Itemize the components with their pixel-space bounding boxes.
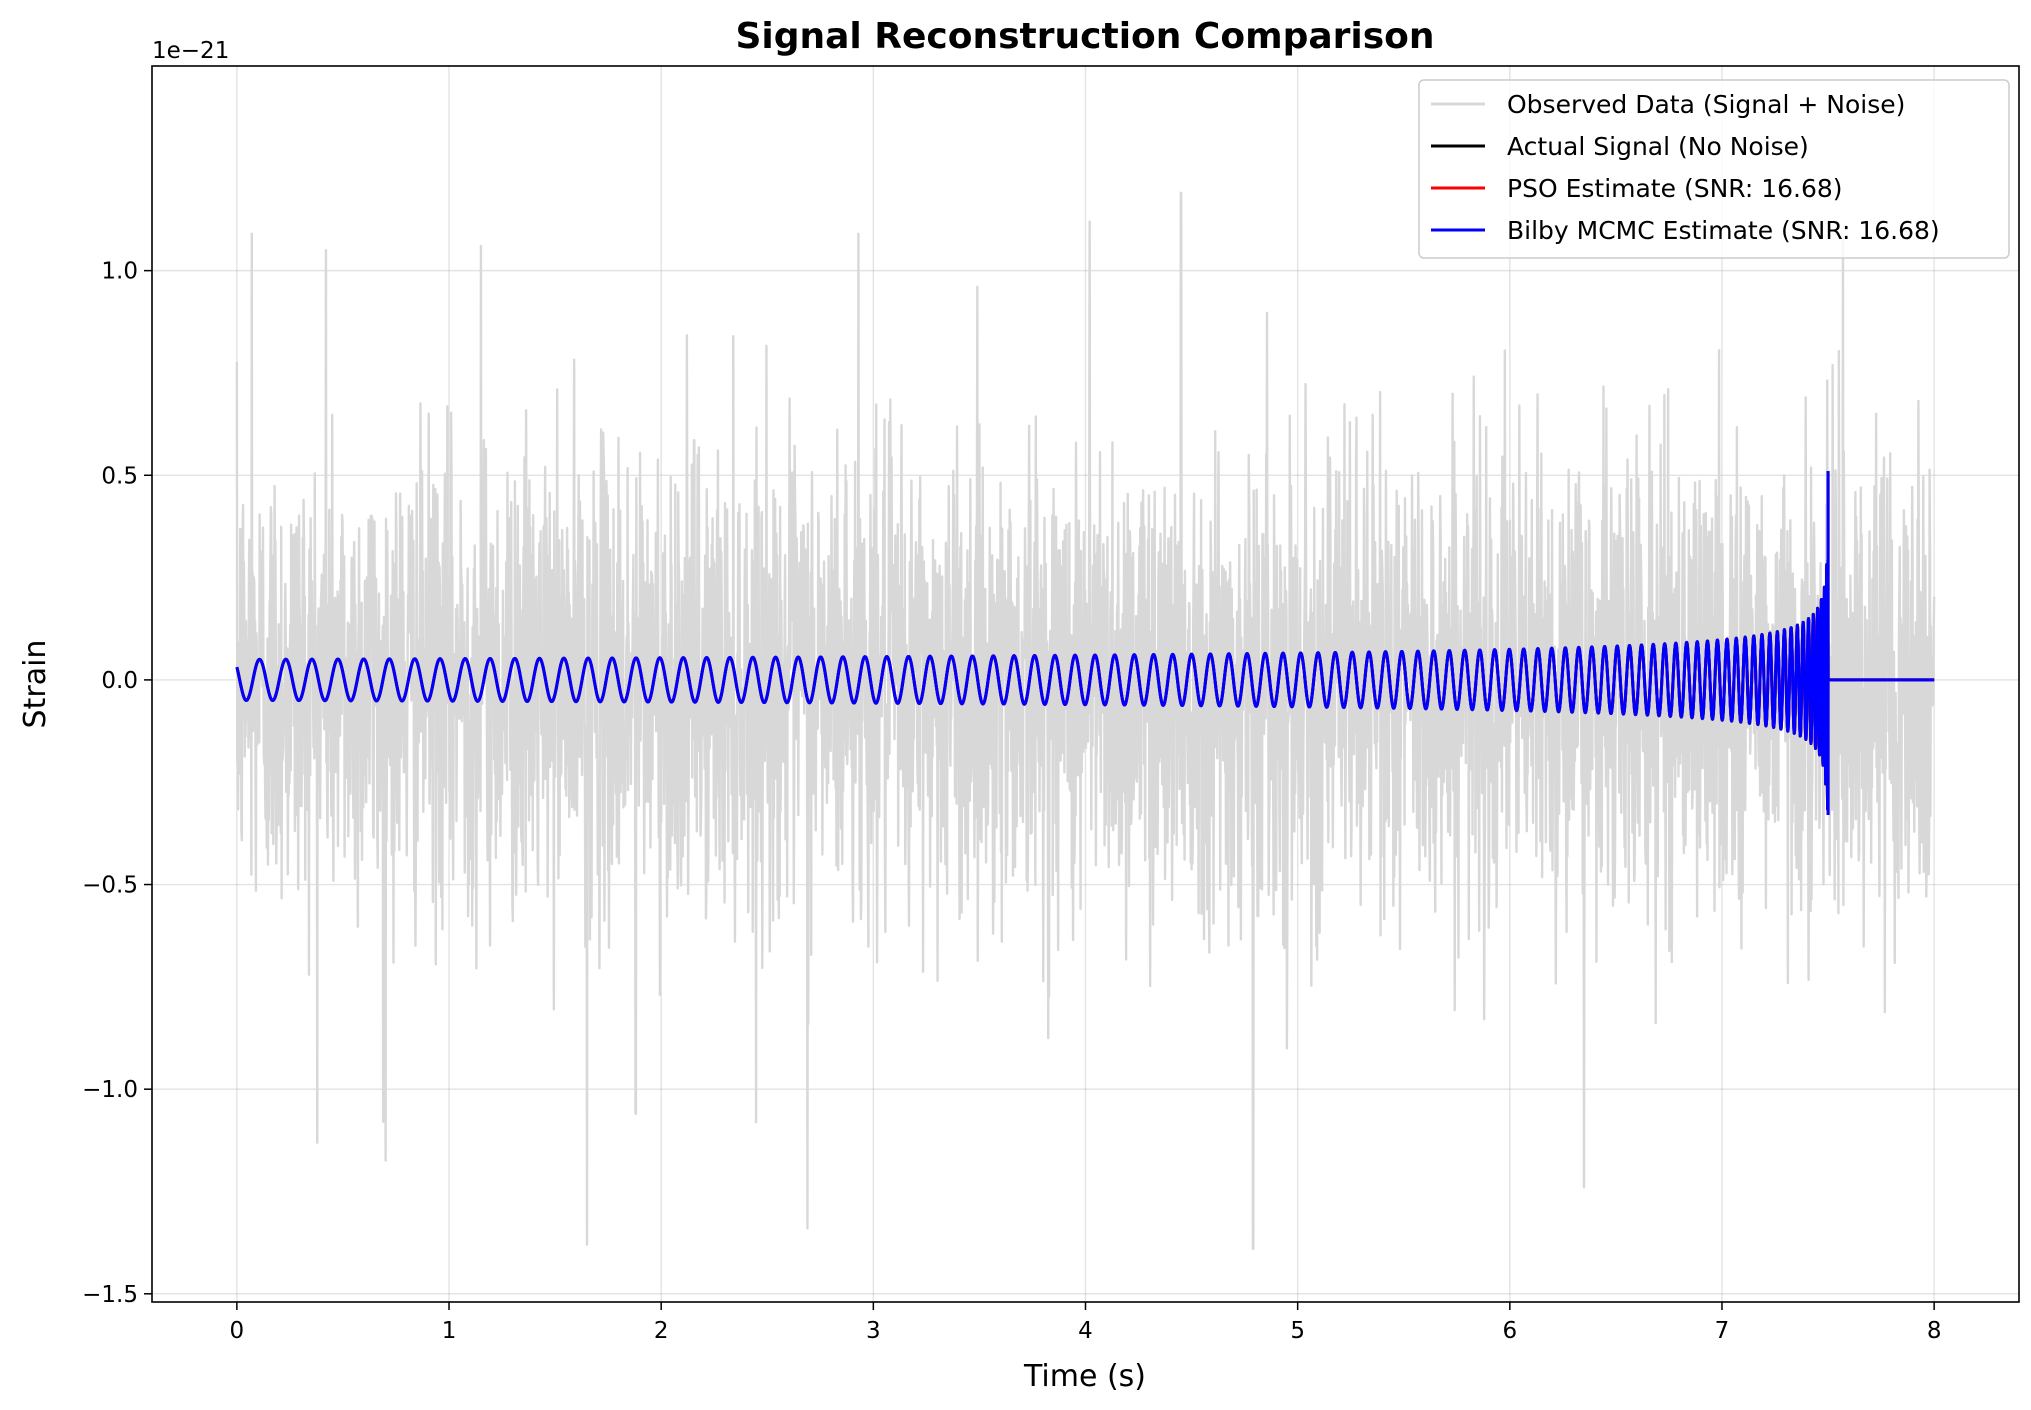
- legend-entries: Observed Data (Signal + Noise) Actual Sig…: [1431, 90, 1940, 245]
- legend-label-2: Actual Signal (No Noise): [1507, 132, 1809, 161]
- legend-label-4: Bilby MCMC Estimate (SNR: 16.68): [1507, 216, 1940, 245]
- x-tick-label: 1: [442, 1318, 457, 1344]
- y-offset-label: 1e−21: [152, 38, 229, 64]
- y-tick-label: −1.5: [82, 1282, 138, 1308]
- grid: [152, 66, 2019, 1302]
- y-tick-label: 0.0: [101, 668, 138, 694]
- y-tick-label: 0.5: [101, 463, 138, 489]
- x-axis: 0 1 2 3 4 5 6 7 8: [230, 1302, 1942, 1344]
- plot-area: [235, 191, 1936, 1250]
- y-axis-label: Strain: [18, 640, 53, 729]
- x-tick-label: 2: [654, 1318, 669, 1344]
- x-tick-label: 7: [1715, 1318, 1730, 1344]
- series-layer: [235, 191, 1936, 1250]
- x-tick-label: 4: [1078, 1318, 1093, 1344]
- chart-title: Signal Reconstruction Comparison: [735, 16, 1434, 57]
- x-tick-label: 6: [1502, 1318, 1517, 1344]
- y-axis: −1.5 −1.0 −0.5 0.0 0.5 1.0: [82, 259, 152, 1308]
- x-tick-label: 5: [1290, 1318, 1305, 1344]
- y-tick-label: 1.0: [101, 259, 138, 285]
- legend: Observed Data (Signal + Noise) Actual Sig…: [1418, 79, 2010, 259]
- x-axis-label: Time (s): [1023, 1359, 1146, 1394]
- legend-box: [1418, 79, 2010, 259]
- x-tick-label: 3: [866, 1318, 881, 1344]
- y-tick-label: −1.0: [82, 1077, 138, 1103]
- x-tick-label: 8: [1927, 1318, 1942, 1344]
- x-tick-label: 0: [230, 1318, 245, 1344]
- legend-label-1: Observed Data (Signal + Noise): [1507, 90, 1905, 119]
- legend-label-3: PSO Estimate (SNR: 16.68): [1507, 174, 1843, 203]
- series-line-4: [235, 471, 1936, 815]
- y-tick-label: −0.5: [82, 873, 138, 899]
